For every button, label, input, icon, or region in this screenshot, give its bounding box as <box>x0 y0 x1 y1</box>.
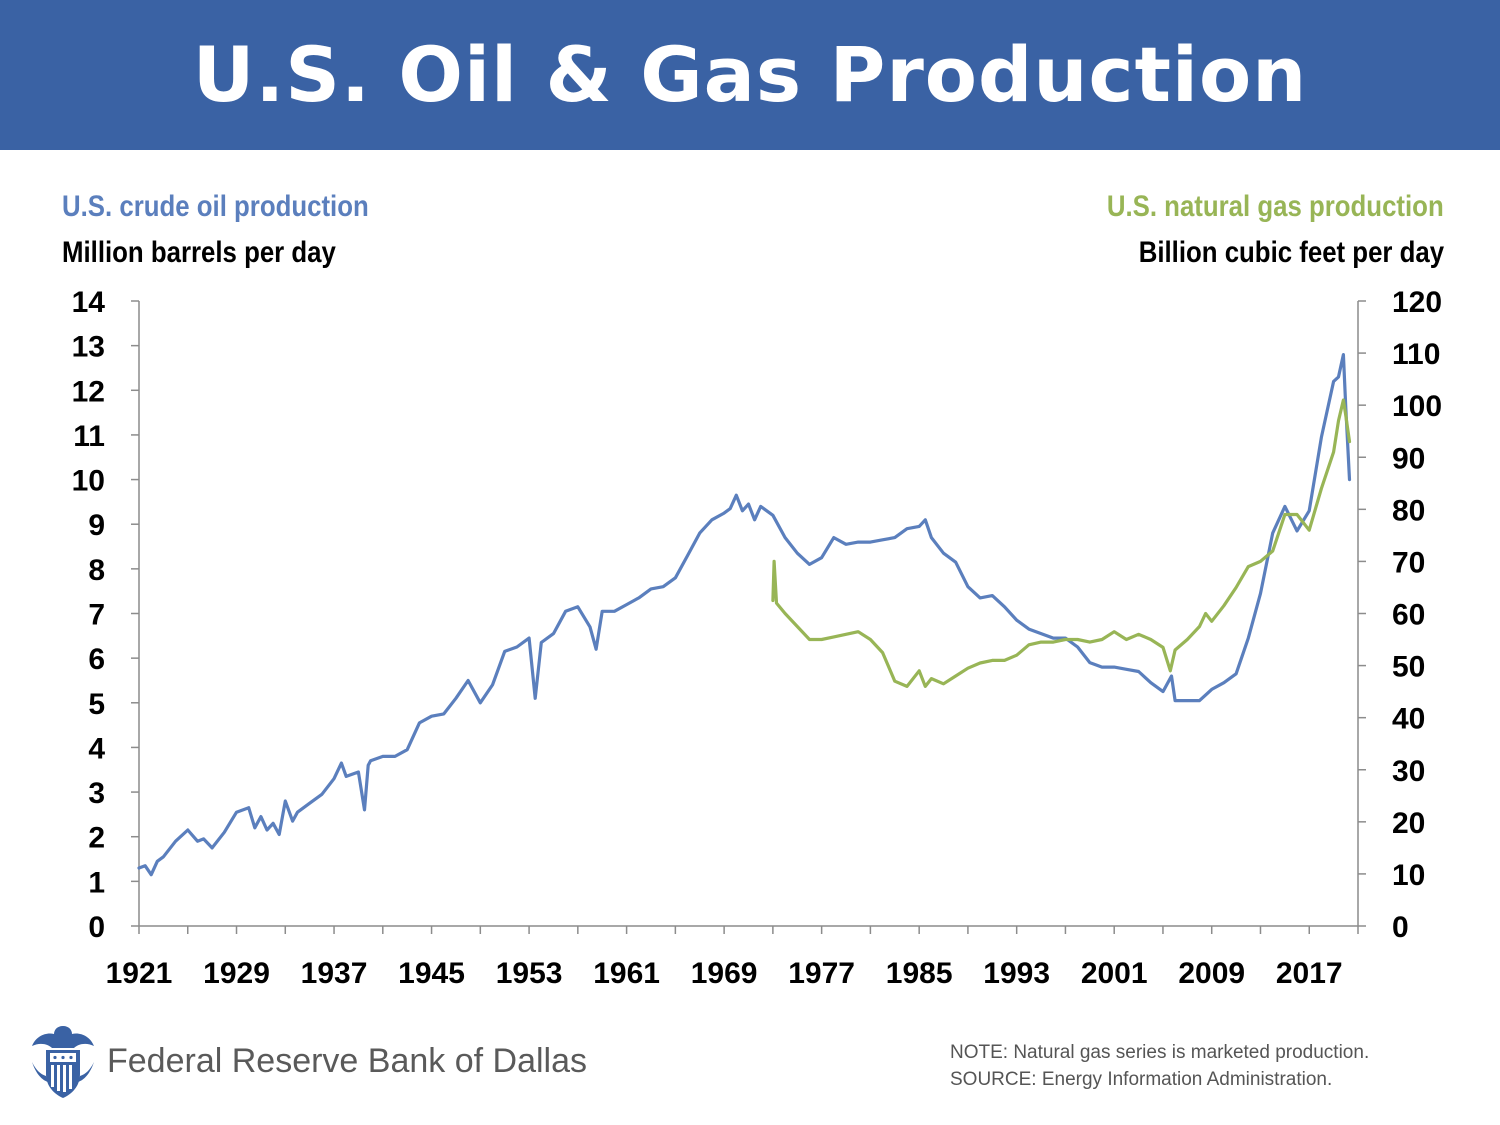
left-tick-label: 14 <box>72 286 106 319</box>
left-tick-label: 4 <box>88 732 105 765</box>
chart-source: SOURCE: Energy Information Administratio… <box>950 1069 1333 1090</box>
chart-tick-labels: 0123456789101112131401020304050607080901… <box>72 286 1442 990</box>
x-tick-label: 1977 <box>788 957 855 990</box>
right-tick-label: 50 <box>1392 651 1425 684</box>
x-tick-label: 1921 <box>106 957 173 990</box>
right-tick-label: 120 <box>1392 286 1442 319</box>
oil-axis-title: U.S. crude oil production <box>62 190 369 223</box>
right-tick-label: 70 <box>1392 546 1425 579</box>
left-tick-label: 10 <box>72 465 105 498</box>
oil-axis-unit: Million barrels per day <box>62 236 336 269</box>
page-title: U.S. Oil & Gas Production <box>192 30 1308 119</box>
left-tick-label: 12 <box>72 375 105 408</box>
production-chart: 0123456789101112131401020304050607080901… <box>72 286 1442 990</box>
right-tick-label: 100 <box>1392 390 1442 423</box>
left-tick-label: 9 <box>88 509 105 542</box>
oil-production-line <box>137 353 1352 877</box>
x-tick-label: 1961 <box>593 957 660 990</box>
right-tick-label: 60 <box>1392 599 1425 632</box>
chart-axes <box>131 300 1366 934</box>
right-tick-label: 80 <box>1392 494 1425 527</box>
left-tick-label: 3 <box>88 777 105 810</box>
gas-axis-unit: Billion cubic feet per day <box>1138 236 1444 269</box>
x-tick-label: 2009 <box>1178 957 1245 990</box>
left-tick-label: 0 <box>88 911 105 944</box>
title-banner: U.S. Oil & Gas Production <box>0 0 1500 150</box>
right-tick-label: 0 <box>1392 911 1409 944</box>
right-tick-label: 20 <box>1392 807 1425 840</box>
x-tick-label: 1985 <box>886 957 953 990</box>
federal-reserve-name: Federal Reserve Bank of Dallas <box>107 1042 588 1080</box>
left-tick-label: 8 <box>88 554 105 587</box>
left-tick-label: 11 <box>73 420 105 453</box>
gas-axis-title: U.S. natural gas production <box>1107 190 1444 223</box>
right-tick-label: 110 <box>1392 338 1440 371</box>
x-tick-label: 1953 <box>496 957 563 990</box>
left-tick-label: 13 <box>72 331 105 364</box>
x-tick-label: 2001 <box>1081 957 1148 990</box>
x-tick-label: 1993 <box>983 957 1050 990</box>
x-tick-label: 2017 <box>1276 957 1343 990</box>
right-tick-label: 90 <box>1392 442 1425 475</box>
x-tick-label: 1929 <box>203 957 270 990</box>
right-tick-label: 10 <box>1392 859 1425 892</box>
right-tick-label: 40 <box>1392 703 1425 736</box>
chart-note: NOTE: Natural gas series is marketed pro… <box>950 1042 1370 1063</box>
right-tick-label: 30 <box>1392 755 1425 788</box>
left-tick-label: 6 <box>88 643 105 676</box>
federal-reserve-eagle-seal-icon <box>32 1026 94 1098</box>
left-tick-label: 2 <box>88 822 105 855</box>
left-tick-label: 7 <box>88 599 105 632</box>
x-tick-label: 1937 <box>301 957 368 990</box>
gas-production-line <box>771 398 1352 689</box>
x-tick-label: 1945 <box>398 957 465 990</box>
left-tick-label: 1 <box>88 866 105 899</box>
chart-series <box>137 353 1352 877</box>
x-tick-label: 1969 <box>691 957 758 990</box>
left-tick-label: 5 <box>88 688 105 721</box>
